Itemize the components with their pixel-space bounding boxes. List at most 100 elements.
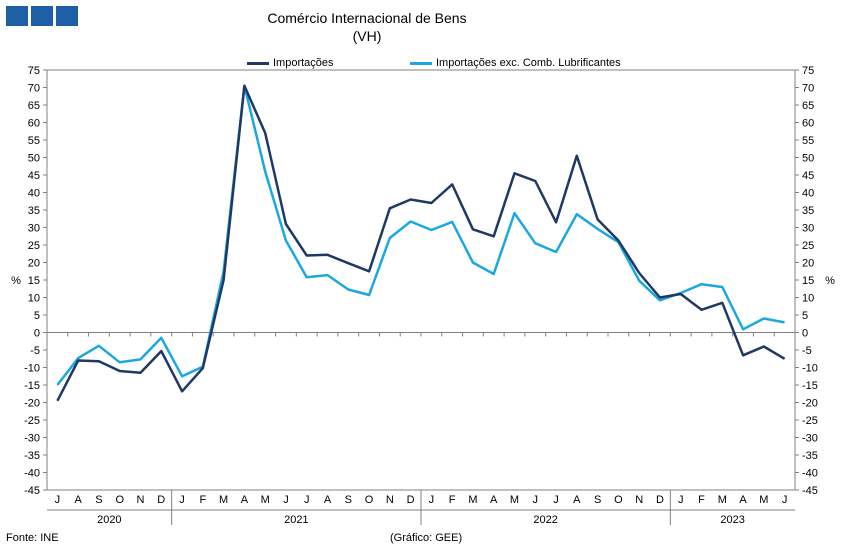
legend-label-importacoes: Importações: [273, 57, 334, 69]
year-label: 2022: [533, 514, 557, 526]
year-label: 2023: [720, 514, 744, 526]
month-label: S: [345, 494, 352, 506]
y-tick-label-left: 5: [34, 310, 40, 322]
y-tick-label-right: -20: [802, 398, 818, 410]
month-label: A: [490, 494, 498, 506]
y-tick-label-right: 70: [802, 83, 814, 95]
legend-item-importacoes-exc: Importações exc. Comb. Lubrificantes: [410, 57, 621, 69]
month-label: J: [678, 494, 684, 506]
y-tick-label-right: -5: [802, 345, 812, 357]
month-label: D: [656, 494, 664, 506]
legend-swatch-importacoes-exc: [410, 61, 432, 65]
y-tick-label-right: -40: [802, 468, 818, 480]
month-label: N: [137, 494, 145, 506]
y-tick-label-right: -15: [802, 380, 818, 392]
month-label: M: [718, 494, 727, 506]
y-tick-label-left: 45: [28, 170, 40, 182]
series-line-importacoes-exc: [56, 84, 785, 386]
month-label: A: [573, 494, 581, 506]
chart-legend: Importações Importações exc. Comb. Lubri…: [0, 57, 850, 73]
legend-item-importacoes: Importações: [247, 57, 334, 69]
y-tick-label-right: 55: [802, 135, 814, 147]
y-tick-label-left: -15: [24, 380, 40, 392]
month-label: A: [74, 494, 82, 506]
y-tick-label-left: 75: [28, 65, 40, 77]
month-label: M: [759, 494, 768, 506]
y-tick-label-left: 0: [34, 328, 40, 340]
month-label: D: [157, 494, 165, 506]
month-label: J: [283, 494, 289, 506]
y-tick-label-left: -20: [24, 398, 40, 410]
y-tick-label-right: 0: [802, 328, 808, 340]
y-tick-label-left: -10: [24, 363, 40, 375]
y-tick-label-right: 45: [802, 170, 814, 182]
month-label: J: [782, 494, 788, 506]
month-label: M: [261, 494, 270, 506]
chart-title: Comércio Internacional de Bens: [267, 10, 467, 26]
y-tick-label-left: 40: [28, 188, 40, 200]
chart-credit: (Gráfico: GEE): [390, 532, 463, 544]
y-tick-label-left: 15: [28, 275, 40, 287]
month-label: A: [241, 494, 249, 506]
y-tick-label-left: 20: [28, 258, 40, 270]
month-label: J: [55, 494, 61, 506]
y-tick-label-right: 35: [802, 205, 814, 217]
month-label: F: [698, 494, 705, 506]
logo-square-3: [56, 6, 78, 26]
y-tick-label-left: 60: [28, 118, 40, 130]
y-tick-label-right: 50: [802, 153, 814, 165]
year-label: 2020: [97, 514, 121, 526]
y-tick-label-right: 65: [802, 100, 814, 112]
y-tick-label-left: -45: [24, 485, 40, 497]
y-tick-label-left: -30: [24, 433, 40, 445]
month-label: F: [449, 494, 456, 506]
month-label: F: [199, 494, 206, 506]
month-label: S: [95, 494, 102, 506]
legend-label-importacoes-exc: Importações exc. Comb. Lubrificantes: [436, 57, 621, 69]
y-tick-label-left: 35: [28, 205, 40, 217]
chart-subtitle: (VH): [352, 28, 382, 44]
month-label: N: [635, 494, 643, 506]
month-label: A: [739, 494, 747, 506]
y-tick-label-right: 5: [802, 310, 808, 322]
y-tick-label-right: -30: [802, 433, 818, 445]
source-note: Fonte: INE: [6, 532, 59, 544]
y-tick-label-left: 25: [28, 240, 40, 252]
y-tick-label-right: 10: [802, 293, 814, 305]
plot-area: [46, 69, 796, 491]
y-tick-label-left: -25: [24, 415, 40, 427]
series-line-importacoes: [56, 84, 786, 402]
y-tick-label-right: -45: [802, 485, 818, 497]
year-label: 2021: [284, 514, 308, 526]
y-tick-label-right: 20: [802, 258, 814, 270]
y-tick-label-left: 10: [28, 293, 40, 305]
y-tick-label-left: -35: [24, 450, 40, 462]
month-label: J: [429, 494, 435, 506]
y-tick-label-left: 65: [28, 100, 40, 112]
y-axis-label-left: %: [11, 275, 21, 287]
y-tick-label-left: 70: [28, 83, 40, 95]
logo-square-1: [6, 6, 28, 26]
y-tick-label-left: 50: [28, 153, 40, 165]
y-tick-label-right: -25: [802, 415, 818, 427]
month-label: J: [304, 494, 310, 506]
y-tick-label-right: -35: [802, 450, 818, 462]
month-label: M: [468, 494, 477, 506]
y-tick-label-right: -10: [802, 363, 818, 375]
month-label: O: [365, 494, 374, 506]
y-tick-label-left: -5: [30, 345, 40, 357]
y-tick-label-right: 25: [802, 240, 814, 252]
month-label: J: [553, 494, 559, 506]
month-label: O: [115, 494, 124, 506]
legend-swatch-importacoes: [247, 61, 269, 65]
y-tick-label-right: 15: [802, 275, 814, 287]
month-label: N: [386, 494, 394, 506]
y-tick-label-left: 55: [28, 135, 40, 147]
month-label: A: [324, 494, 332, 506]
month-label: M: [510, 494, 519, 506]
y-tick-label-left: -40: [24, 468, 40, 480]
month-label: J: [533, 494, 539, 506]
y-tick-label-right: 75: [802, 65, 814, 77]
logo-square-2: [31, 6, 53, 26]
